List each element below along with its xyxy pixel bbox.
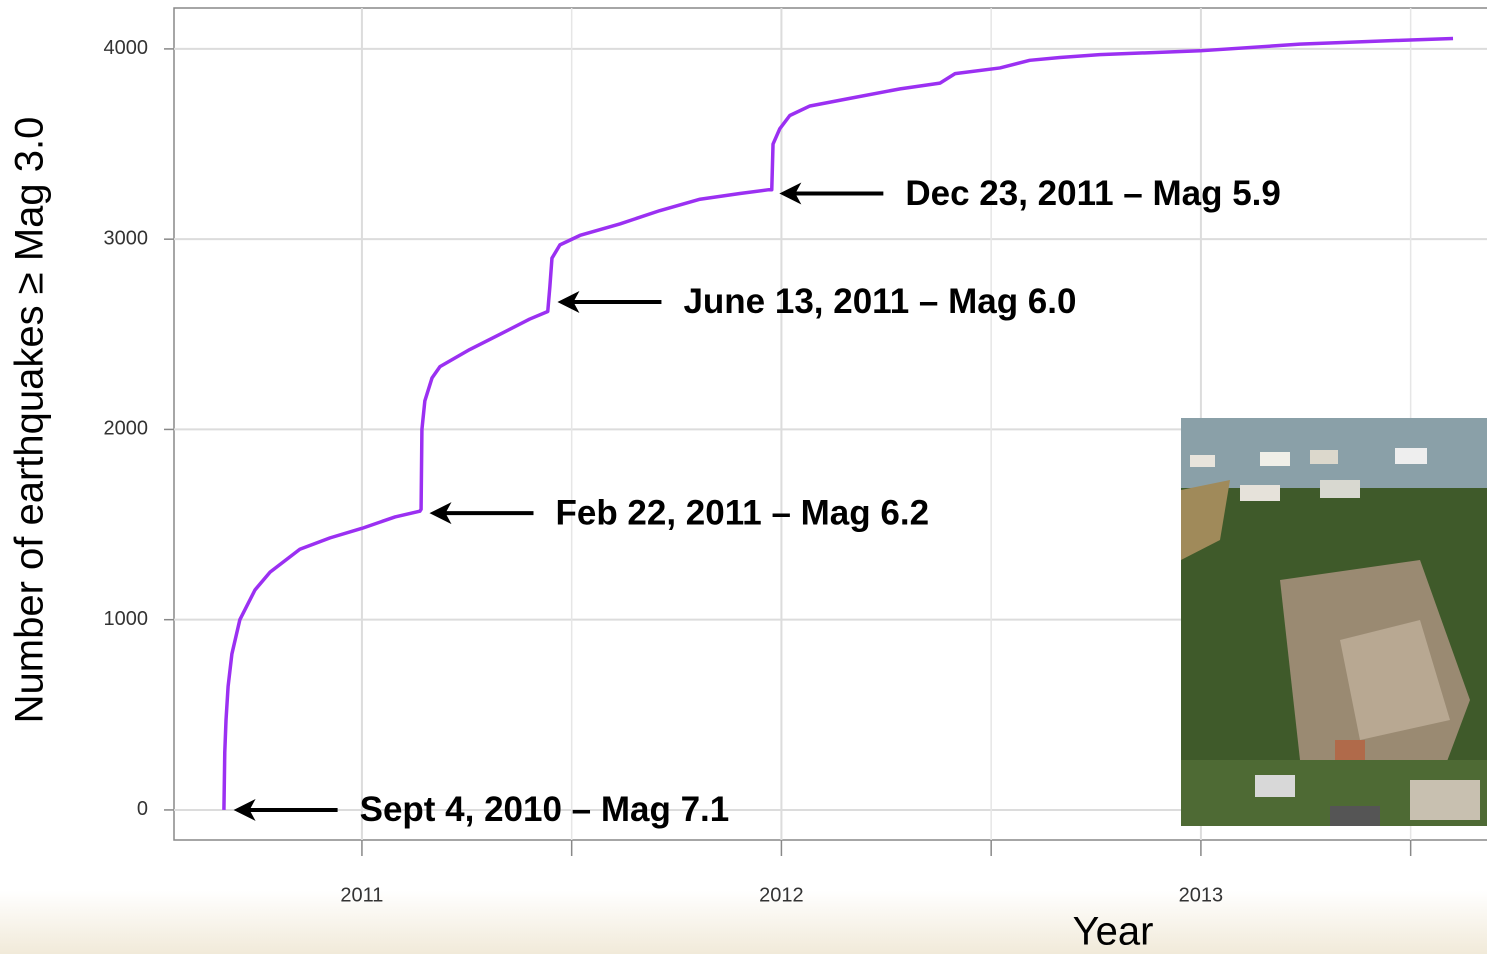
annotation-text: June 13, 2011 – Mag 6.0 bbox=[683, 282, 1076, 321]
y-tick-label: 1000 bbox=[104, 608, 149, 630]
y-tick-label: 3000 bbox=[104, 227, 149, 249]
photo-roof bbox=[1335, 740, 1365, 760]
photo-roof bbox=[1255, 775, 1295, 797]
annotation-text: Feb 22, 2011 – Mag 6.2 bbox=[555, 493, 929, 532]
annotation-text: Sept 4, 2010 – Mag 7.1 bbox=[360, 790, 730, 829]
chart: 0 1000 2000 3000 4000 2011 2012 2013 Sept 4, 20… bbox=[0, 0, 1487, 954]
photo-roof bbox=[1330, 806, 1380, 826]
x-tick-label: 2013 bbox=[1179, 884, 1224, 906]
x-tick-label: 2011 bbox=[340, 884, 383, 906]
annotation-text: Dec 23, 2011 – Mag 5.9 bbox=[905, 174, 1281, 213]
photo-house bbox=[1190, 455, 1215, 467]
slide-backdrop bbox=[0, 890, 1487, 954]
photo-inset bbox=[1181, 418, 1487, 826]
y-tick-label: 0 bbox=[137, 798, 148, 820]
photo-house bbox=[1310, 450, 1338, 464]
y-tick-label: 4000 bbox=[104, 37, 149, 59]
x-tick-label: 2012 bbox=[759, 884, 804, 906]
x-axis-title: Year bbox=[1073, 910, 1154, 954]
photo-house bbox=[1260, 452, 1290, 466]
page: 0 1000 2000 3000 4000 2011 2012 2013 Sept 4, 20… bbox=[0, 0, 1487, 954]
photo-driveway bbox=[1410, 780, 1480, 820]
photo-house bbox=[1320, 480, 1360, 498]
y-tick-label: 2000 bbox=[104, 418, 149, 440]
photo-house bbox=[1395, 448, 1427, 464]
y-axis-title: Number of earthquakes ≥ Mag 3.0 bbox=[8, 117, 52, 724]
photo-house bbox=[1240, 485, 1280, 501]
